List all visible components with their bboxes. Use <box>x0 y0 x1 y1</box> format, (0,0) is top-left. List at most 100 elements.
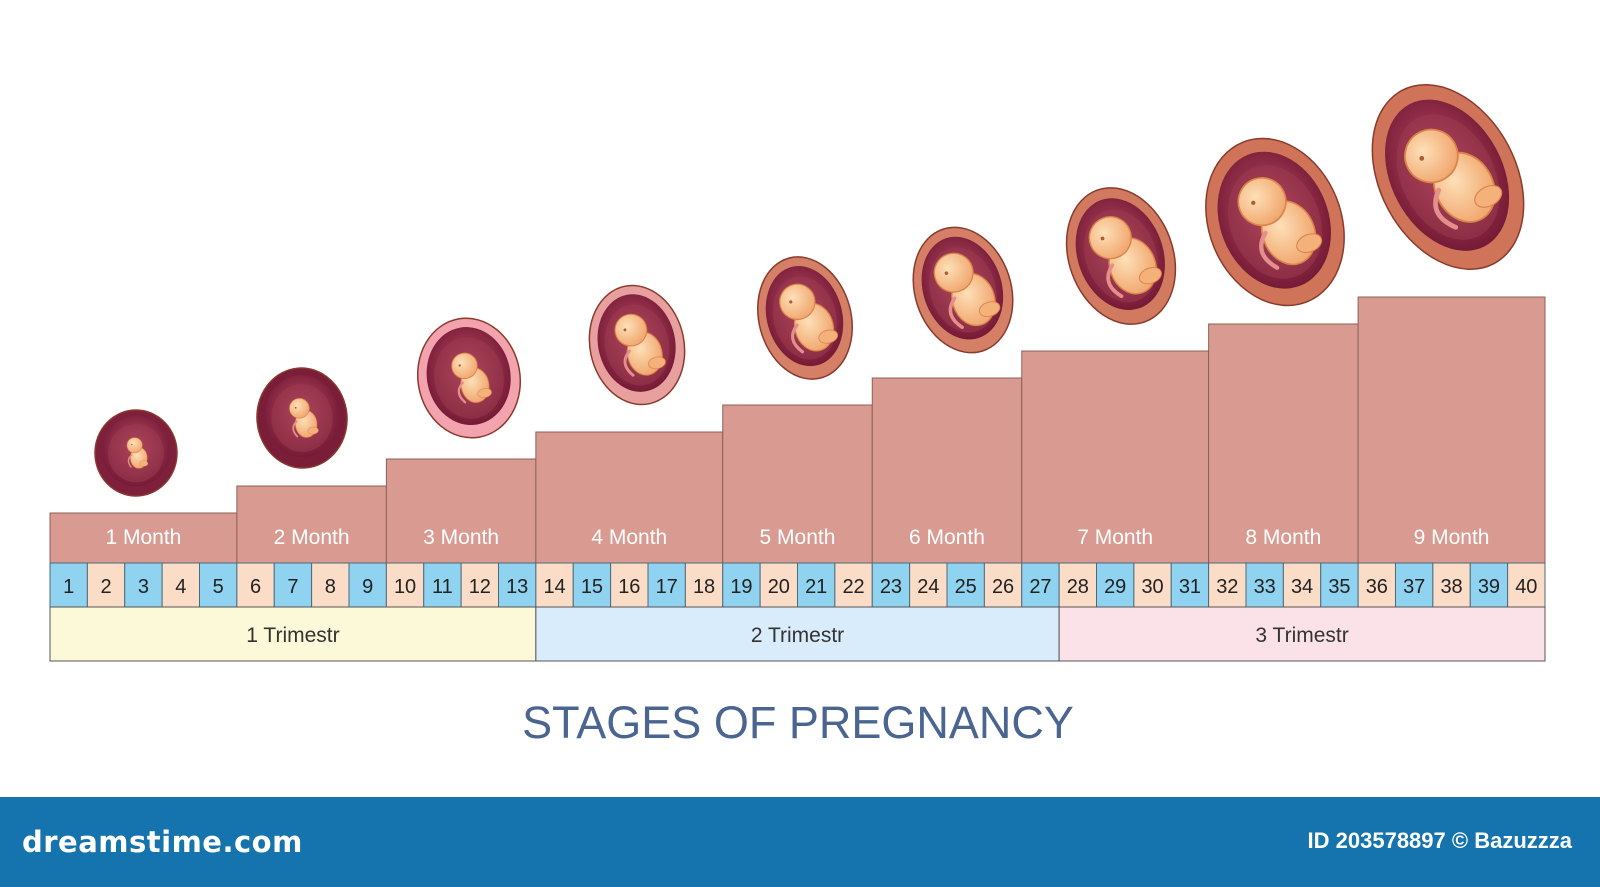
month-step <box>722 404 873 564</box>
fetus-illustration <box>912 226 1014 354</box>
week-number: 28 <box>1067 576 1089 598</box>
week-cell <box>535 562 574 608</box>
week-number: 39 <box>1478 576 1500 598</box>
image-credit: ID 203578897 © Bazuzzza <box>1307 828 1572 853</box>
week-strip: 1 2 3 4 5 6 7 8 9 10 11 12 13 14 15 16 17 18 19 20 21 22 23 24 2… <box>49 562 1546 608</box>
week-number: 13 <box>506 576 528 598</box>
week-cell <box>124 562 163 608</box>
fetus-illustration <box>416 317 522 439</box>
fetus-illustration <box>588 284 686 406</box>
month-step <box>1357 296 1546 564</box>
month-label: 3 Month <box>423 526 499 549</box>
week-cell <box>199 562 238 608</box>
week-cell <box>1208 562 1247 608</box>
week-cell <box>1021 562 1060 608</box>
month-label: 5 Month <box>760 526 836 549</box>
week-number: 4 <box>175 576 186 598</box>
week-number: 7 <box>287 576 298 598</box>
week-number: 36 <box>1366 576 1388 598</box>
footer-bar: dreamstime.com ID 203578897 © Bazuzzza <box>0 797 1600 887</box>
trimester-label: 1 Trimestr <box>246 624 339 647</box>
pregnancy-stages-diagram: 1 Month 2 Month 3 Month 4 Month 5 Month 6 Mon… <box>49 84 1546 748</box>
week-cell <box>236 562 275 608</box>
week-number: 3 <box>138 576 149 598</box>
week-number: 17 <box>656 576 678 598</box>
week-number: 19 <box>730 576 752 598</box>
week-cell <box>1058 562 1097 608</box>
week-number: 20 <box>768 576 790 598</box>
month-steps: 1 Month 2 Month 3 Month 4 Month 5 Month 6 Mon… <box>49 296 1546 564</box>
week-cell <box>610 562 649 608</box>
fetus-illustration <box>256 367 348 469</box>
week-cell <box>1432 562 1471 608</box>
week-number: 33 <box>1254 576 1276 598</box>
week-number: 37 <box>1403 576 1425 598</box>
trimester-label: 2 Trimestr <box>751 624 844 647</box>
week-number: 24 <box>917 576 939 598</box>
week-number: 18 <box>693 576 715 598</box>
week-number: 11 <box>432 576 453 598</box>
week-number: 35 <box>1328 576 1350 598</box>
month-step <box>1208 323 1359 564</box>
week-number: 27 <box>1029 576 1051 598</box>
month-step <box>49 512 238 564</box>
week-number: 23 <box>880 576 902 598</box>
week-number: 31 <box>1179 576 1201 598</box>
fetus-illustration <box>1205 137 1345 307</box>
week-number: 26 <box>992 576 1014 598</box>
month-label: 8 Month <box>1245 526 1321 549</box>
week-cell <box>1096 562 1135 608</box>
month-label: 9 Month <box>1414 526 1490 549</box>
week-number: 22 <box>842 576 864 598</box>
week-cell <box>871 562 911 608</box>
week-number: 30 <box>1141 576 1163 598</box>
week-number: 10 <box>394 576 416 598</box>
week-number: 1 <box>63 576 74 598</box>
week-number: 40 <box>1515 576 1537 598</box>
month-label: 4 Month <box>591 526 667 549</box>
week-cell <box>909 562 948 608</box>
week-cell <box>1357 562 1396 608</box>
week-cell <box>348 562 387 608</box>
trimester-block <box>1058 606 1546 662</box>
trimester-block <box>49 606 537 662</box>
week-number: 32 <box>1216 576 1238 598</box>
trimester-label: 3 Trimestr <box>1255 624 1348 647</box>
week-number: 16 <box>618 576 640 598</box>
week-number: 9 <box>362 576 373 598</box>
week-number: 34 <box>1291 576 1313 598</box>
week-cell <box>1245 562 1284 608</box>
site-logo: dreamstime.com <box>22 825 303 859</box>
week-cell <box>423 562 462 608</box>
week-number: 5 <box>213 576 224 598</box>
month-label: 6 Month <box>909 526 985 549</box>
week-cell <box>1282 562 1322 608</box>
week-cell <box>983 562 1023 608</box>
fetus-illustration <box>757 256 853 380</box>
week-number: 15 <box>581 576 603 598</box>
week-number: 38 <box>1440 576 1462 598</box>
month-step <box>871 377 1023 564</box>
week-number: 29 <box>1104 576 1126 598</box>
week-cell <box>1395 562 1434 608</box>
trimester-block <box>535 606 1060 662</box>
week-cell <box>273 562 313 608</box>
week-number: 14 <box>543 576 565 598</box>
week-cell <box>1170 562 1210 608</box>
week-number: 21 <box>805 576 827 598</box>
fetus-illustrations <box>94 84 1525 497</box>
month-step <box>236 485 387 564</box>
month-step <box>535 431 724 564</box>
week-number: 12 <box>469 576 491 598</box>
week-cell <box>385 562 425 608</box>
trimester-band: 1 Trimestr 2 Trimestr 3 Trimestr <box>49 606 1546 662</box>
month-step <box>1021 350 1210 564</box>
week-cell <box>1469 562 1509 608</box>
fetus-illustration <box>1065 187 1177 325</box>
week-cell <box>684 562 724 608</box>
fetus-illustration <box>1371 84 1525 270</box>
month-label: 1 Month <box>105 526 181 549</box>
fetus-illustration <box>94 409 178 497</box>
month-label: 2 Month <box>274 526 350 549</box>
page-title: STAGES OF PREGNANCY <box>522 697 1074 748</box>
